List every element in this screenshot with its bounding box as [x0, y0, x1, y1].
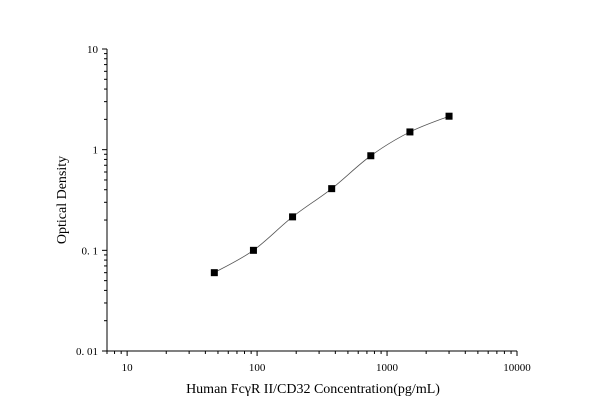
y-tick-label: 0. 1: [82, 245, 99, 257]
data-point-marker: [210, 269, 218, 277]
x-tick-label: 10: [122, 362, 134, 374]
x-tick-label: 10000: [503, 362, 531, 374]
axes: [106, 49, 517, 352]
data-point-marker: [367, 152, 375, 160]
x-axis-title: Human FcγR II/CD32 Concentration(pg/mL): [186, 382, 440, 397]
axis-ticks: 10 100 1000 10000 0. 01 0. 1 1 10: [76, 44, 531, 374]
data-point-marker: [289, 213, 297, 221]
y-tick-label: 10: [87, 44, 99, 56]
x-tick-label: 100: [249, 362, 266, 374]
data-point-marker: [406, 128, 414, 136]
y-axis-title: Optical Density: [55, 156, 70, 244]
x-tick-label: 1000: [376, 362, 399, 374]
data-point-marker: [445, 112, 453, 120]
data-points: [210, 112, 453, 277]
data-point-marker: [249, 246, 257, 254]
fit-curve: [214, 115, 450, 274]
y-tick-label: 1: [93, 145, 99, 157]
y-tick-label: 0. 01: [76, 346, 98, 358]
data-point-marker: [328, 185, 336, 193]
